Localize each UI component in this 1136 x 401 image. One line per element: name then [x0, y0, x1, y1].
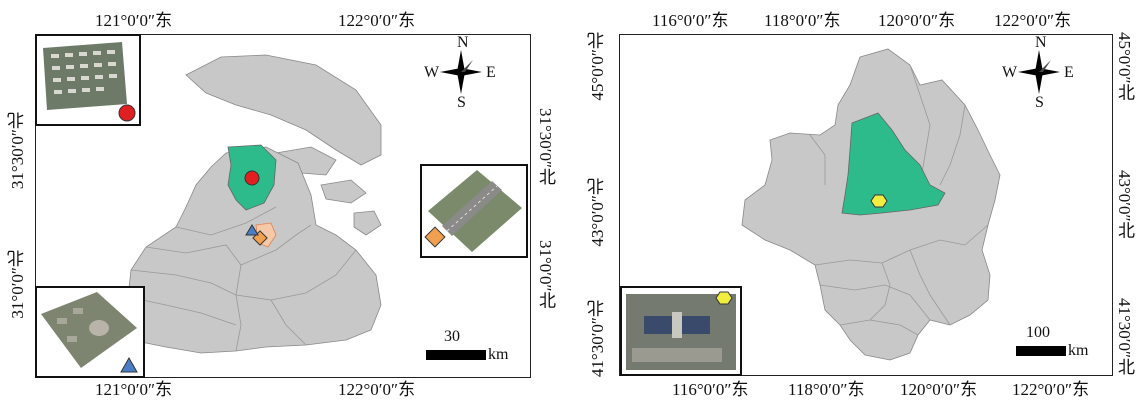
right-top-lon-label-2: 118°0′0″东 [764, 11, 841, 30]
district-lines [809, 64, 989, 336]
district-lines [127, 206, 357, 352]
left-lat-label-2: 31°0′0″北 [8, 250, 27, 319]
right-bottom-lon-label-4: 122°0′0″东 [1012, 380, 1090, 399]
inset-photo-road [420, 164, 528, 258]
scale-value: 100 [1026, 324, 1050, 341]
left-bottom-lon-label-1: 121°0′0″东 [95, 380, 173, 399]
left-right-lat-label-2: 31°0′0″北 [536, 240, 555, 309]
chongming-island [185, 54, 382, 166]
compass-n: N [1035, 34, 1047, 51]
right-map-frame [619, 34, 1113, 376]
compass-s: S [457, 94, 466, 111]
left-top-lon-label-2: 122°0′0″东 [338, 11, 416, 30]
right-bottom-lon-label-2: 118°0′0″东 [788, 380, 865, 399]
right-compass: N S E W [1002, 34, 1074, 111]
small-island [353, 210, 382, 236]
right-top-lon-label-1: 116°0′0″东 [652, 11, 729, 30]
yellow-hexagon-marker [870, 194, 888, 208]
right-left-lat-label-1: 45°0′0″北 [588, 32, 607, 101]
scale-value: 30 [444, 328, 460, 345]
compass-rose-icon [440, 50, 482, 94]
left-lat-label-1: 31°30′0″北 [8, 112, 27, 190]
shanghai-mainland [125, 146, 382, 354]
compass-n: N [457, 34, 469, 51]
compass-s: S [1035, 94, 1044, 111]
scale-unit: km [488, 346, 509, 363]
inset-photo-urban [35, 286, 145, 378]
hengsha-island [320, 179, 367, 204]
left-scale-bar: 30 km [426, 328, 526, 368]
right-left-lat-label-2: 43°0′0″北 [588, 178, 607, 247]
right-top-lon-label-4: 122°0′0″东 [994, 11, 1072, 30]
right-scale-bar: 100 km [1016, 324, 1106, 366]
chifeng-map [741, 48, 1001, 361]
right-bottom-lon-label-3: 120°0′0″东 [900, 380, 978, 399]
compass-e: E [486, 64, 496, 81]
scale-unit: km [1068, 342, 1089, 359]
left-top-lon-label-1: 121°0′0″东 [95, 11, 173, 30]
right-right-lat-label-2: 43°0′0″北 [1115, 170, 1134, 239]
scale-bar-fill [1016, 346, 1066, 356]
compass-rose-icon [1018, 50, 1060, 94]
red-circle-marker [244, 170, 260, 186]
right-top-lon-label-3: 120°0′0″东 [878, 11, 956, 30]
right-right-lat-label-1: 45°0′0″北 [1115, 32, 1134, 101]
compass-w: W [1002, 64, 1018, 81]
scale-bar-fill [426, 350, 486, 360]
right-right-lat-label-3: 41°30′0″北 [1115, 298, 1134, 376]
blue-triangle-marker [245, 224, 259, 236]
inset-photo-building [620, 286, 742, 376]
inset-photo-residential [35, 34, 141, 126]
shanghai-map [125, 54, 382, 354]
left-bottom-lon-label-2: 122°0′0″东 [338, 380, 416, 399]
compass-w: W [424, 64, 440, 81]
left-compass: N S E W [424, 34, 496, 111]
highlight-district [841, 112, 946, 216]
compass-e: E [1064, 64, 1074, 81]
right-left-lat-label-3: 41°30′0″北 [588, 300, 607, 378]
right-bottom-lon-label-1: 116°0′0″东 [672, 380, 749, 399]
left-right-lat-label-1: 31°30′0″北 [536, 108, 555, 186]
